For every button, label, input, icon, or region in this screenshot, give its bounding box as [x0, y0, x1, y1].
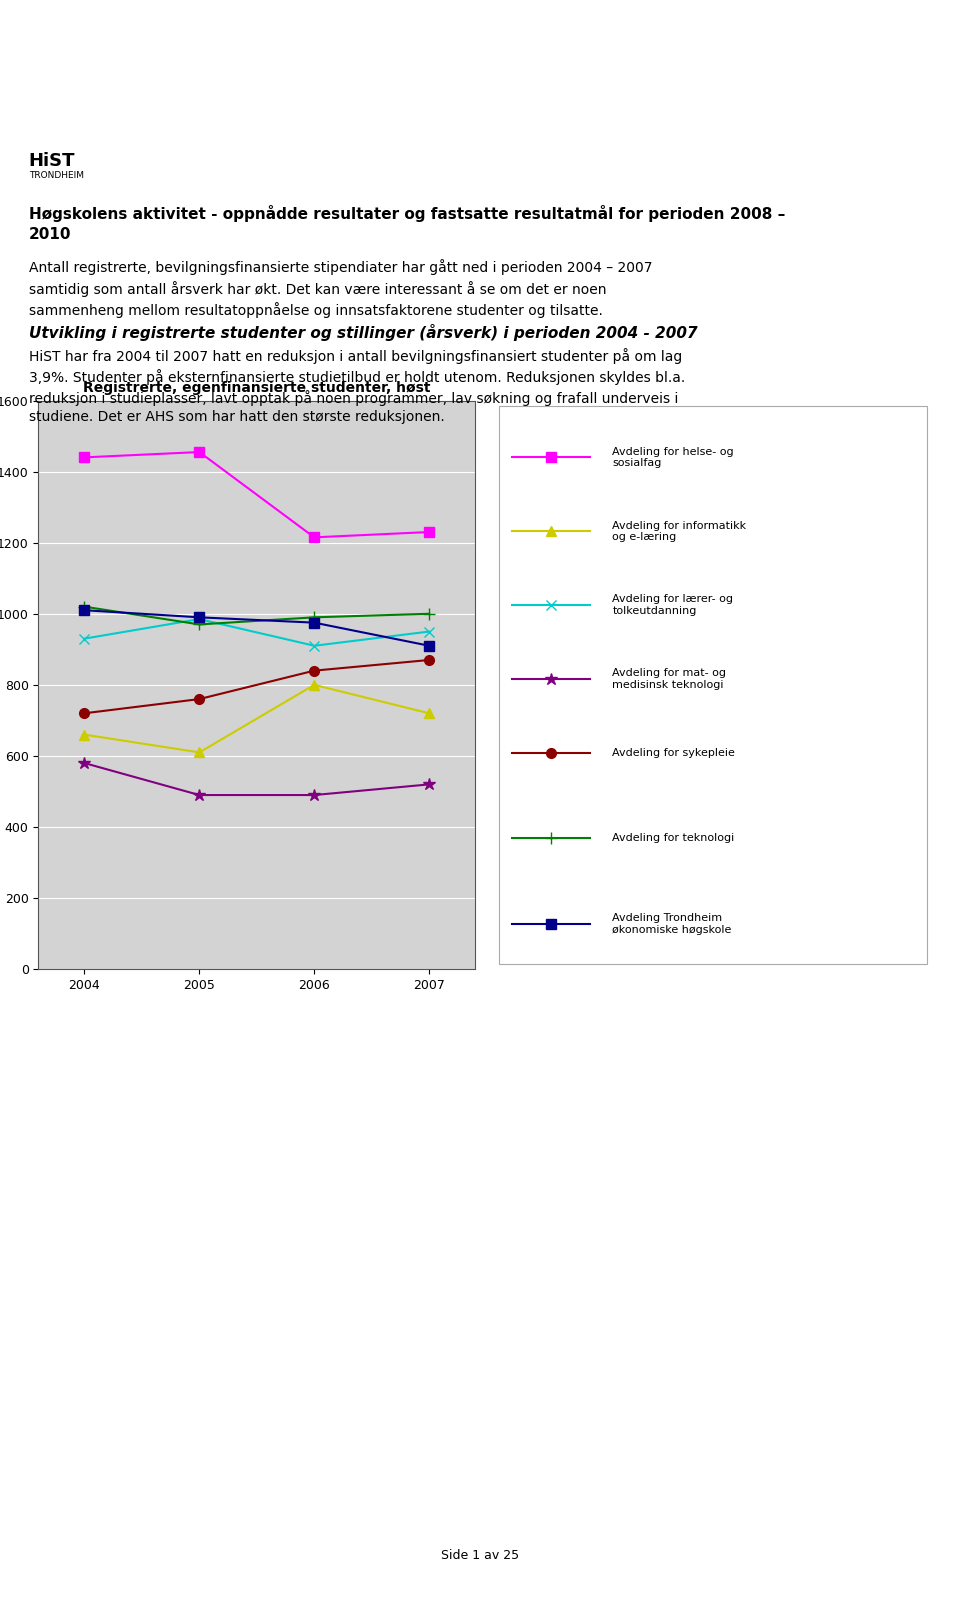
Avdeling for lærer- og
tolkeutdanning: [308, 636, 320, 655]
Avdeling for helse- og
sosialfag: [423, 522, 435, 541]
Avdeling for helse- og
sosialfag: [194, 442, 205, 461]
Line: Avdeling for informatikk
og e-læring: Avdeling for informatikk og e-læring: [80, 679, 434, 758]
Avdeling for lærer- og
tolkeutdanning: [79, 630, 90, 649]
Avdeling for helse- og
sosialfag: [308, 527, 320, 546]
Text: Avdeling for informatikk
og e-læring: Avdeling for informatikk og e-læring: [612, 521, 747, 541]
Avdeling for mat- og
medisinsk teknologi: [79, 753, 90, 772]
Avdeling for helse- og
sosialfag: [79, 449, 90, 468]
Line: Avdeling for helse- og
sosialfag: Avdeling for helse- og sosialfag: [80, 447, 434, 541]
Text: Avdeling for mat- og
medisinsk teknologi: Avdeling for mat- og medisinsk teknologi: [612, 668, 727, 690]
Text: TRONDHEIM: TRONDHEIM: [29, 171, 84, 181]
Avdeling for informatikk
og e-læring: [79, 726, 90, 745]
Avdeling Trondheim
økonomiske høgskole: [194, 607, 205, 626]
Text: Avdeling for teknologi: Avdeling for teknologi: [612, 833, 734, 843]
Title: Registrerte, egenfinansierte studenter, høst: Registrerte, egenfinansierte studenter, …: [84, 381, 430, 396]
Avdeling for teknologi: [79, 598, 90, 617]
Avdeling for mat- og
medisinsk teknologi: [423, 775, 435, 795]
Text: Utvikling i registrerte studenter og stillinger (årsverk) i perioden 2004 - 2007: Utvikling i registrerte studenter og sti…: [29, 324, 697, 341]
Avdeling for teknologi: [194, 615, 205, 634]
Avdeling for mat- og
medisinsk teknologi: [308, 785, 320, 804]
Text: Avdeling for lærer- og
tolkeutdanning: Avdeling for lærer- og tolkeutdanning: [612, 594, 733, 617]
Avdeling for informatikk
og e-læring: [308, 676, 320, 695]
Text: Høgskolens aktivitet - oppnådde resultater og fastsatte resultatmål for perioden: Høgskolens aktivitet - oppnådde resultat…: [29, 205, 785, 242]
Avdeling for teknologi: [308, 607, 320, 626]
Line: Avdeling for teknologi: Avdeling for teknologi: [78, 601, 436, 631]
Avdeling for sykepleie: [79, 703, 90, 723]
Text: HiST: HiST: [29, 152, 75, 170]
Line: Avdeling for lærer- og
tolkeutdanning: Avdeling for lærer- og tolkeutdanning: [80, 614, 434, 650]
Avdeling for lærer- og
tolkeutdanning: [423, 622, 435, 641]
Text: Avdeling Trondheim
økonomiske høgskole: Avdeling Trondheim økonomiske høgskole: [612, 913, 732, 934]
Avdeling for mat- og
medisinsk teknologi: [194, 785, 205, 804]
Avdeling Trondheim
økonomiske høgskole: [79, 601, 90, 620]
Avdeling for lærer- og
tolkeutdanning: [194, 609, 205, 628]
Avdeling Trondheim
økonomiske høgskole: [308, 614, 320, 633]
Avdeling Trondheim
økonomiske høgskole: [423, 636, 435, 655]
Avdeling for sykepleie: [423, 650, 435, 670]
Text: Side 1 av 25: Side 1 av 25: [441, 1549, 519, 1562]
Avdeling for sykepleie: [308, 662, 320, 681]
Line: Avdeling for sykepleie: Avdeling for sykepleie: [80, 655, 434, 718]
Avdeling for informatikk
og e-læring: [423, 703, 435, 723]
Text: Antall registrerte, bevilgningsfinansierte stipendiater har gått ned i perioden : Antall registrerte, bevilgningsfinansier…: [29, 260, 652, 317]
Avdeling for sykepleie: [194, 689, 205, 708]
Text: Avdeling for helse- og
sosialfag: Avdeling for helse- og sosialfag: [612, 447, 734, 468]
Text: Avdeling for sykepleie: Avdeling for sykepleie: [612, 748, 735, 758]
Line: Avdeling Trondheim
økonomiske høgskole: Avdeling Trondheim økonomiske høgskole: [80, 606, 434, 650]
Text: HiST har fra 2004 til 2007 hatt en reduksjon i antall bevilgningsfinansiert stud: HiST har fra 2004 til 2007 hatt en reduk…: [29, 348, 685, 425]
Line: Avdeling for mat- og
medisinsk teknologi: Avdeling for mat- og medisinsk teknologi: [78, 756, 436, 801]
Avdeling for teknologi: [423, 604, 435, 623]
Avdeling for informatikk
og e-læring: [194, 743, 205, 763]
